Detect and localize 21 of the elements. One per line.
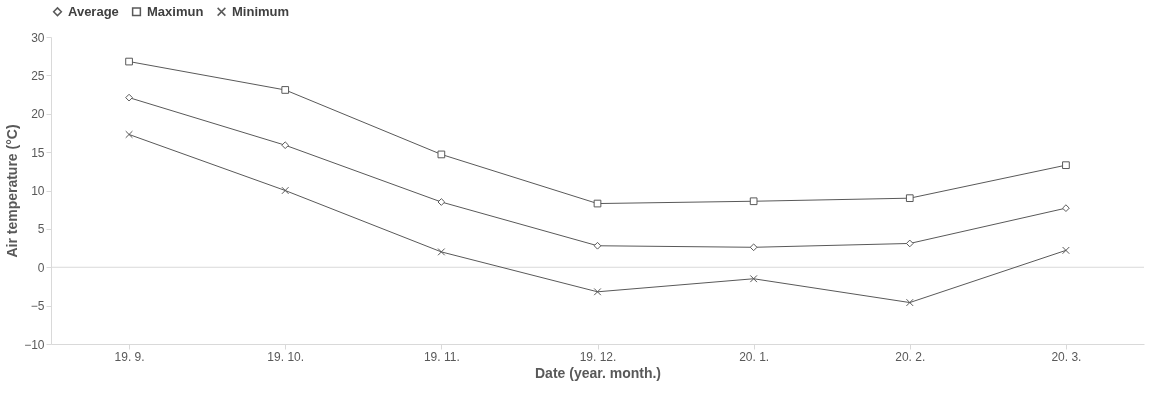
y-tick-label: −5 — [30, 299, 45, 314]
x-tick-label: 19. 12. — [579, 349, 617, 364]
x-tick-label: 20. 2. — [895, 349, 926, 364]
legend-label: Maximun — [147, 3, 204, 19]
y-tick-label: 20 — [31, 107, 45, 122]
y-tick-label: 30 — [31, 30, 45, 45]
x-axis-title: Date (year. month.) — [534, 364, 662, 381]
y-tick-label: 25 — [31, 68, 45, 83]
y-tick-label: 15 — [31, 145, 45, 160]
legend-label: Minimum — [232, 3, 290, 19]
y-axis-title: Air temperature (°C) — [4, 124, 21, 258]
x-tick-label: 19. 9. — [114, 349, 145, 364]
x-tick-label: 19. 10. — [267, 349, 305, 364]
x-tick-label: 19. 11. — [423, 349, 460, 364]
x-tick-label: 20. 1. — [739, 349, 770, 364]
y-tick-label: 10 — [31, 184, 45, 198]
x-tick-label: 20. 3. — [1051, 349, 1082, 364]
y-tick-label: 5 — [37, 222, 45, 237]
y-tick-label: −10 — [24, 337, 45, 352]
legend-label: Average — [68, 3, 119, 19]
y-tick-label: 0 — [37, 260, 45, 275]
